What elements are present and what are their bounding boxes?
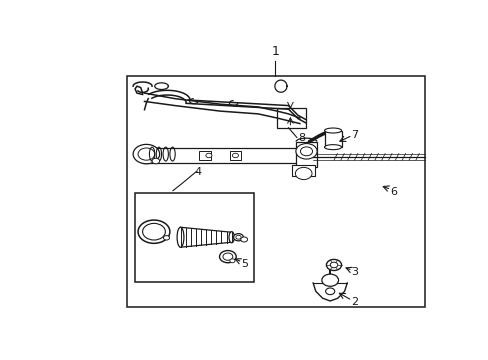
Bar bbox=[292, 165, 314, 176]
Circle shape bbox=[300, 147, 312, 156]
Text: 8: 8 bbox=[297, 133, 305, 143]
Circle shape bbox=[329, 262, 337, 268]
Bar bbox=[324, 131, 341, 147]
Text: 5: 5 bbox=[241, 258, 247, 269]
Circle shape bbox=[219, 251, 236, 263]
Circle shape bbox=[233, 234, 243, 241]
Text: 6: 6 bbox=[389, 186, 396, 197]
Text: 4: 4 bbox=[194, 167, 201, 177]
Text: 3: 3 bbox=[351, 267, 358, 277]
Ellipse shape bbox=[228, 232, 234, 243]
Circle shape bbox=[205, 153, 211, 158]
Circle shape bbox=[325, 288, 334, 294]
Circle shape bbox=[321, 274, 338, 286]
Bar bbox=[229, 151, 241, 160]
Circle shape bbox=[232, 153, 238, 158]
Circle shape bbox=[295, 167, 311, 180]
Ellipse shape bbox=[324, 145, 341, 150]
Circle shape bbox=[138, 220, 169, 243]
Text: 2: 2 bbox=[350, 297, 357, 307]
Bar bbox=[135, 193, 254, 282]
Circle shape bbox=[142, 223, 165, 240]
Circle shape bbox=[326, 260, 341, 270]
Bar bbox=[277, 108, 305, 128]
Circle shape bbox=[138, 148, 154, 160]
Circle shape bbox=[223, 253, 232, 260]
Bar bbox=[127, 76, 424, 307]
Bar bbox=[296, 141, 316, 167]
Bar bbox=[199, 151, 210, 160]
Text: 1: 1 bbox=[271, 45, 279, 58]
Circle shape bbox=[133, 144, 159, 164]
Ellipse shape bbox=[324, 128, 341, 133]
Circle shape bbox=[229, 259, 235, 263]
Circle shape bbox=[163, 235, 169, 240]
Circle shape bbox=[235, 235, 241, 239]
Text: 7: 7 bbox=[351, 130, 358, 140]
Circle shape bbox=[295, 144, 317, 159]
Circle shape bbox=[152, 158, 159, 164]
Bar bbox=[142, 148, 309, 163]
Circle shape bbox=[240, 237, 247, 242]
Ellipse shape bbox=[177, 227, 183, 247]
